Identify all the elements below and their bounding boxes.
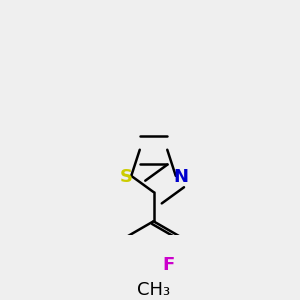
Text: F: F	[162, 256, 174, 274]
Text: CH₃: CH₃	[137, 281, 170, 299]
Text: N: N	[173, 168, 188, 186]
Text: S: S	[120, 168, 133, 186]
